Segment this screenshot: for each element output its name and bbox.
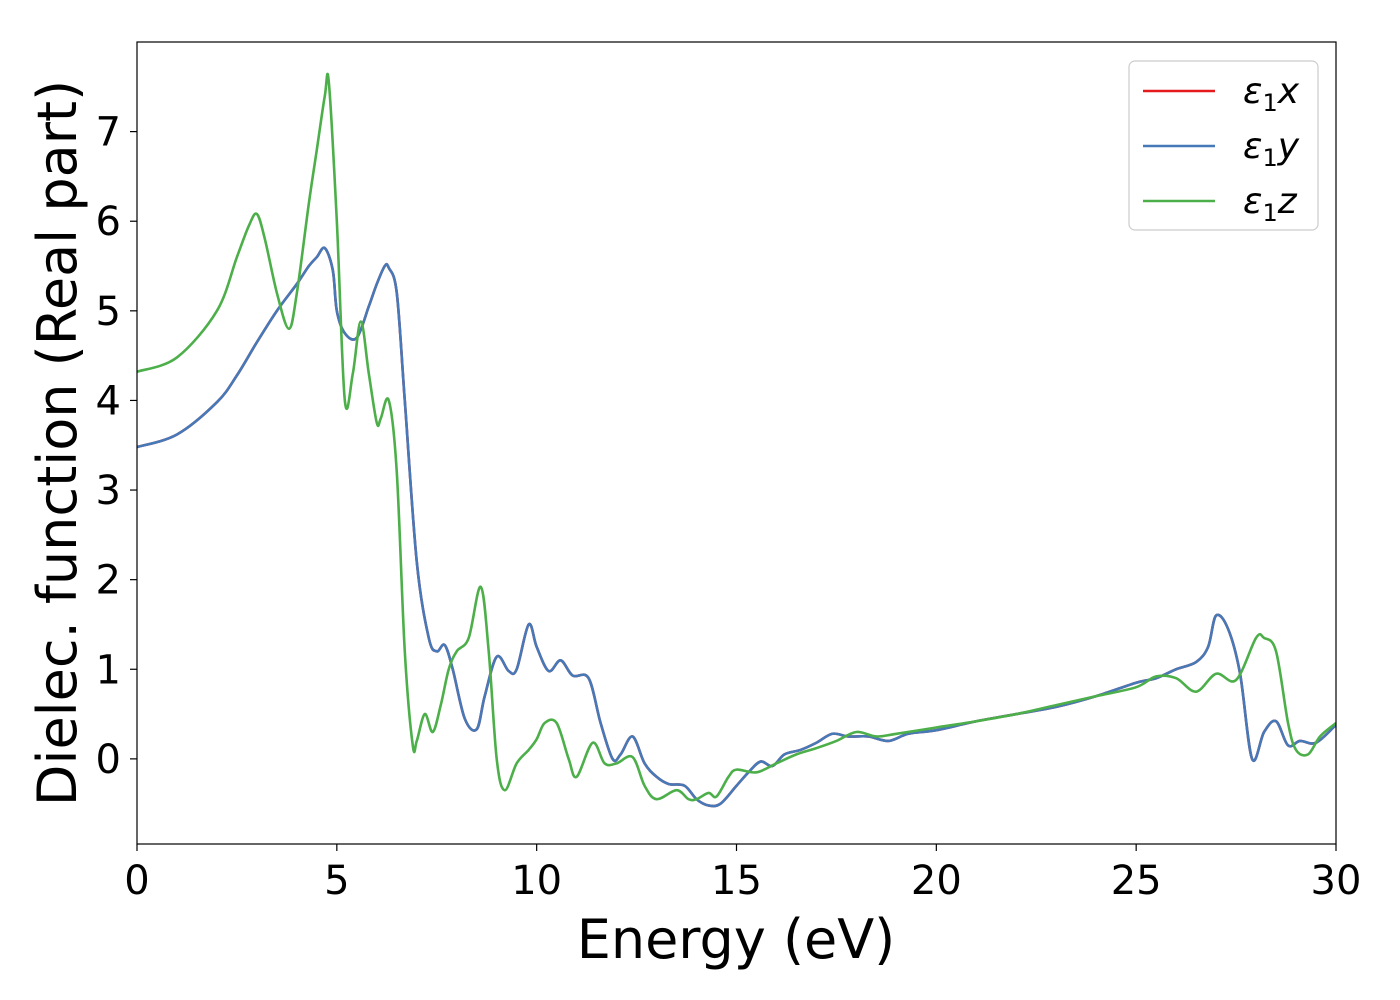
x-tick-label: 10 xyxy=(511,858,562,904)
series-line-z xyxy=(137,72,1336,802)
y-tick-label: 6 xyxy=(96,199,121,245)
y-tick-label: 5 xyxy=(96,289,121,335)
y-tick-label: 1 xyxy=(96,647,121,693)
y-tick-label: 0 xyxy=(96,737,121,783)
x-tick-label: 30 xyxy=(1311,858,1362,904)
legend-label-z: ε1z xyxy=(1243,181,1298,227)
y-tick-label: 2 xyxy=(96,558,121,604)
x-tick-label: 0 xyxy=(124,858,149,904)
x-tick-label: 20 xyxy=(911,858,962,904)
legend: ε1x ε1y ε1z xyxy=(1128,60,1319,231)
y-tick-label: 7 xyxy=(96,110,121,156)
series-line-y xyxy=(137,246,1336,808)
legend-box xyxy=(1128,60,1319,231)
legend-entries: ε1x ε1y ε1z xyxy=(1143,71,1300,227)
x-tick-label: 5 xyxy=(324,858,349,904)
y-tick-label: 4 xyxy=(96,378,121,424)
x-tick-label: 25 xyxy=(1111,858,1162,904)
legend-label-y: ε1y xyxy=(1243,126,1300,172)
x-axis-ticks: 0 5 10 15 20 25 30 xyxy=(124,844,1361,904)
series-layer xyxy=(137,72,1336,808)
y-axis-ticks: 0 1 2 3 4 5 6 7 xyxy=(96,110,137,783)
series-line-x xyxy=(137,246,1336,808)
y-axis-title: Dielec. function (Real part) xyxy=(26,80,89,806)
y-tick-label: 3 xyxy=(96,468,121,514)
x-axis-title: Energy (eV) xyxy=(577,908,896,971)
legend-label-x: ε1x xyxy=(1243,71,1300,117)
x-tick-label: 15 xyxy=(711,858,762,904)
